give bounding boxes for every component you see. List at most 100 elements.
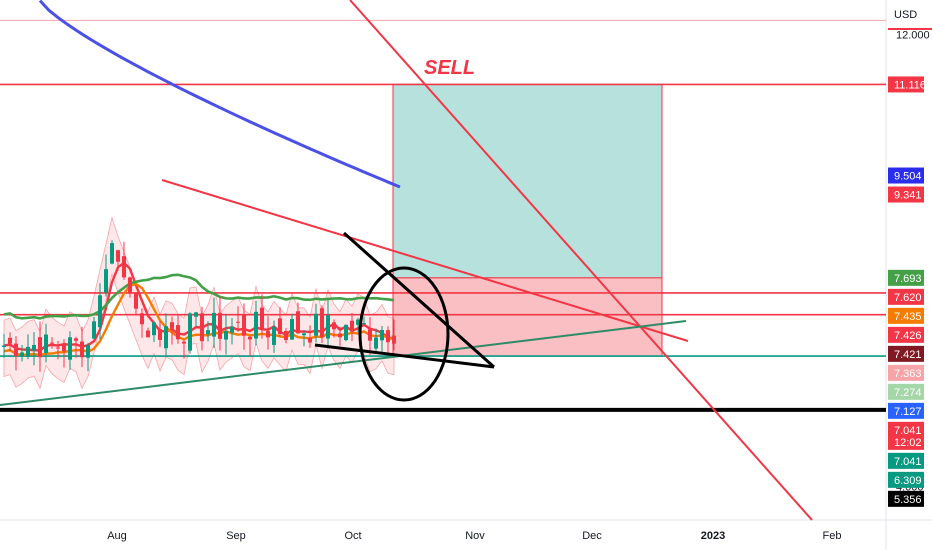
candle-body <box>236 321 240 323</box>
price-badge: 7.426 <box>888 326 924 343</box>
candle-body <box>248 336 252 340</box>
candle-body <box>380 329 384 341</box>
candle-body <box>200 313 204 342</box>
time-tick-label: Sep <box>226 530 246 542</box>
price-axis-badges: 11.116 9.504 9.341 7.693 7.620 7.435 7.426 7.42… <box>888 76 926 507</box>
time-tick-label: 2023 <box>701 530 725 542</box>
price-badge: 7.041 <box>888 452 924 469</box>
candle-body <box>344 324 348 341</box>
wedge-upper-line[interactable] <box>343 231 495 369</box>
price-badge-bg <box>888 76 924 93</box>
steep-downtrend-line[interactable] <box>349 0 813 521</box>
risk-zone[interactable] <box>392 277 663 357</box>
candle-body <box>302 333 306 336</box>
price-badge-bg <box>888 288 924 305</box>
price-badge-label: 11.116 <box>894 79 926 91</box>
candle-body <box>266 331 270 338</box>
candle-body <box>146 330 150 338</box>
candle-body <box>338 333 342 338</box>
resistance-trendline[interactable] <box>161 179 689 342</box>
candle-body <box>392 335 396 344</box>
candle-body <box>92 321 96 339</box>
time-tick-label: Dec <box>582 530 602 542</box>
ma-green-line <box>3 273 395 320</box>
candle-body <box>74 338 78 341</box>
candle-body <box>326 315 330 339</box>
price-badge: 7.435 <box>888 307 924 324</box>
candle-body <box>350 320 354 332</box>
price-badge-label: 7.421 <box>894 349 922 361</box>
wedge-lower-line[interactable] <box>314 343 495 369</box>
price-badge-bg <box>888 402 924 419</box>
candle-body <box>116 250 120 262</box>
currency-label: USD <box>894 9 917 21</box>
price-badge-bg <box>888 326 924 343</box>
highlight-circle[interactable] <box>358 266 450 402</box>
price-badge-label: 5.356 <box>894 494 922 506</box>
time-axis-ticks: Aug Sep Oct Nov Dec 2023 Feb <box>107 530 841 542</box>
price-badge-bg <box>888 269 924 286</box>
candle-body <box>68 337 72 360</box>
price-badge: 9.341 <box>888 186 924 203</box>
price-tick-label: 12.000 <box>896 30 930 42</box>
candle-body <box>212 312 216 337</box>
price-badge-bg <box>888 307 924 324</box>
candle-body <box>182 341 186 344</box>
price-badge-label: 7.693 <box>894 273 922 285</box>
candle-body <box>374 337 378 349</box>
price-badge-label: 9.341 <box>894 190 922 202</box>
candle-body <box>230 326 234 333</box>
price-badge: 7.620 <box>888 288 924 305</box>
candle-body <box>170 322 174 329</box>
currency-marker <box>888 28 932 30</box>
candle-body <box>2 345 6 348</box>
candle-body <box>164 326 168 349</box>
drawings: SELL <box>0 0 813 521</box>
candle-body <box>308 337 312 343</box>
candle-body <box>332 322 336 330</box>
price-badge-label: 7.620 <box>894 292 922 304</box>
candle-body <box>272 326 276 345</box>
candle-body <box>296 311 300 334</box>
candle-body <box>368 329 372 341</box>
candle-body <box>86 345 90 358</box>
price-badge: 5.356 <box>888 490 924 507</box>
candle-body <box>320 308 324 338</box>
candle-body <box>26 346 30 357</box>
ichimoku-cloud <box>3 216 395 390</box>
candle-body <box>254 311 258 339</box>
candle-body <box>242 314 246 336</box>
price-badge-bg <box>888 383 924 400</box>
candle-body <box>284 331 288 341</box>
candle-body <box>356 319 360 325</box>
price-badge-bg <box>888 186 924 203</box>
candle-body <box>194 312 198 317</box>
price-badge: 7.421 <box>888 345 924 362</box>
price-badge-label: 7.041 <box>894 456 922 468</box>
price-badge: 11.116 <box>888 76 926 93</box>
price-badge-label: 7.426 <box>894 330 922 342</box>
candle-body <box>224 331 228 340</box>
candle-body <box>122 256 126 278</box>
price-badge: 6.309 <box>888 471 924 488</box>
ma-blue-line <box>38 0 401 189</box>
support-trendline[interactable] <box>0 320 687 406</box>
price-badge-bg <box>888 421 924 450</box>
candle-body <box>98 295 102 328</box>
candle-body <box>38 337 42 358</box>
price-badge: 7.363 <box>888 364 924 381</box>
candle-body <box>140 313 144 325</box>
sell-annotation: SELL <box>424 57 475 79</box>
candle-body <box>44 334 48 353</box>
candle-body <box>20 352 24 357</box>
reward-zone[interactable] <box>392 83 663 279</box>
price-badge-label: 7.041 <box>894 425 922 437</box>
candle-body <box>62 343 66 352</box>
candlesticks <box>2 240 396 372</box>
candle-body <box>362 323 366 325</box>
price-badge-bg <box>888 452 924 469</box>
price-badge-label: 7.127 <box>894 406 922 418</box>
price-badge-bg <box>888 167 924 184</box>
